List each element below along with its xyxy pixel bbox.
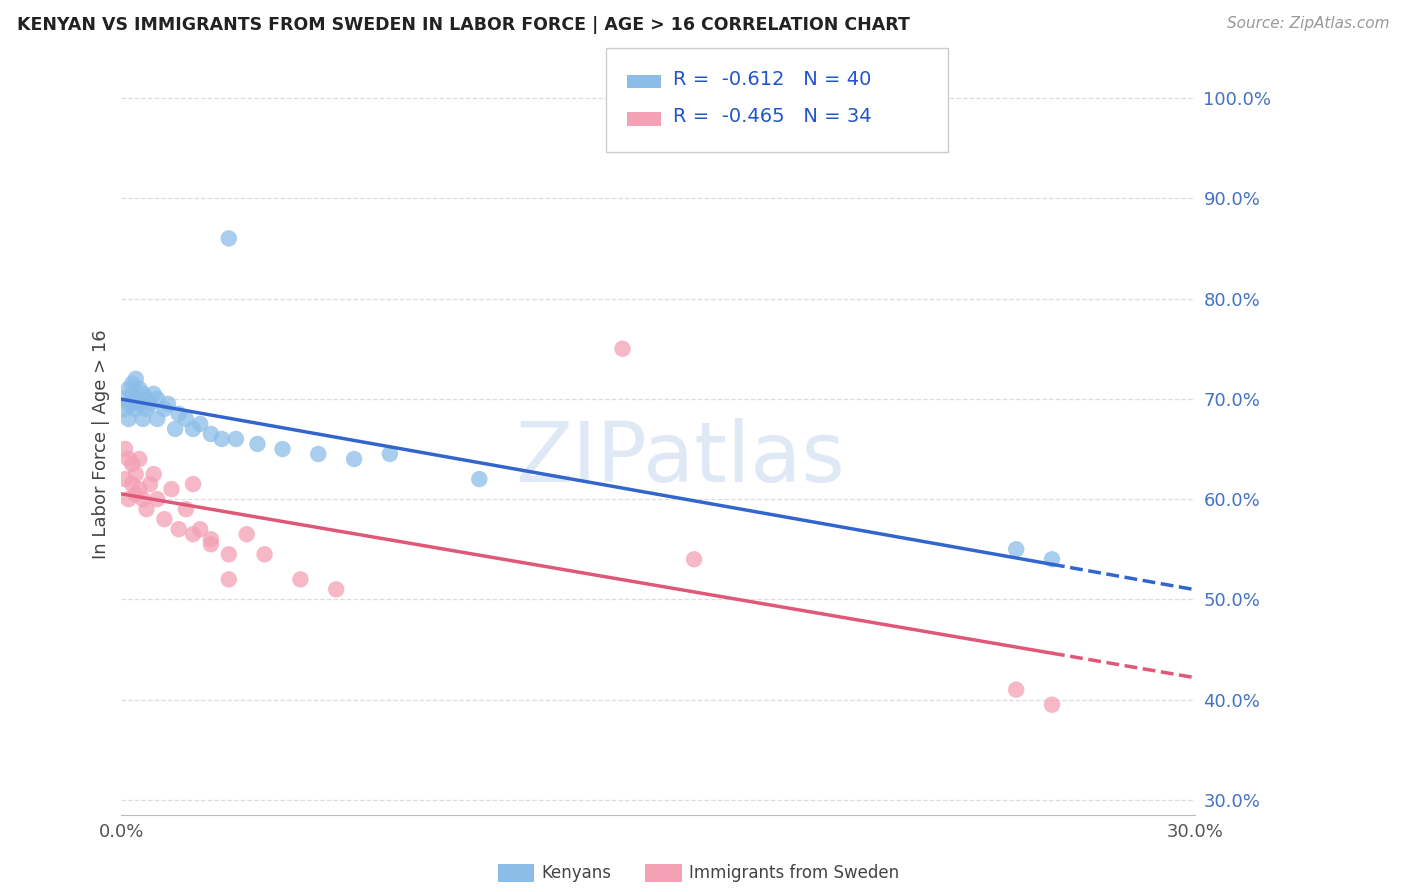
- Point: [132, 412, 155, 426]
- Point: [181, 477, 204, 491]
- Point: [211, 432, 233, 446]
- Point: [167, 407, 190, 421]
- Point: [218, 572, 240, 586]
- Point: [200, 426, 222, 441]
- Point: [218, 547, 240, 561]
- Point: [117, 382, 139, 396]
- Point: [128, 382, 150, 396]
- Point: [165, 422, 187, 436]
- Text: ZIPatlas: ZIPatlas: [515, 418, 845, 500]
- Point: [290, 572, 312, 586]
- Point: [125, 392, 148, 406]
- Point: [1040, 552, 1063, 566]
- Point: [117, 397, 139, 411]
- Point: [683, 552, 706, 566]
- Point: [128, 397, 150, 411]
- Point: [325, 582, 347, 597]
- Text: Kenyans: Kenyans: [541, 864, 612, 882]
- Point: [125, 467, 148, 481]
- Point: [139, 477, 162, 491]
- Point: [146, 392, 169, 406]
- Point: [468, 472, 491, 486]
- Point: [160, 482, 183, 496]
- Point: [114, 472, 136, 486]
- Point: [146, 492, 169, 507]
- Point: [246, 437, 269, 451]
- Point: [121, 376, 143, 391]
- Point: [114, 392, 136, 406]
- Point: [174, 412, 197, 426]
- Point: [128, 452, 150, 467]
- Point: [343, 452, 366, 467]
- Point: [135, 401, 157, 416]
- Point: [146, 412, 169, 426]
- Point: [200, 537, 222, 551]
- Point: [121, 457, 143, 471]
- Text: Immigrants from Sweden: Immigrants from Sweden: [689, 864, 898, 882]
- Point: [132, 492, 155, 507]
- Point: [218, 231, 240, 245]
- Point: [114, 442, 136, 456]
- Point: [139, 397, 162, 411]
- Point: [135, 392, 157, 406]
- Point: [117, 492, 139, 507]
- Point: [378, 447, 401, 461]
- Point: [125, 372, 148, 386]
- Point: [225, 432, 247, 446]
- Point: [132, 387, 155, 401]
- Point: [174, 502, 197, 516]
- Point: [128, 482, 150, 496]
- Point: [121, 477, 143, 491]
- Point: [181, 527, 204, 541]
- Point: [117, 452, 139, 467]
- Text: R =  -0.465   N = 34: R = -0.465 N = 34: [673, 107, 872, 127]
- Point: [125, 401, 148, 416]
- Point: [1040, 698, 1063, 712]
- Point: [121, 397, 143, 411]
- Text: KENYAN VS IMMIGRANTS FROM SWEDEN IN LABOR FORCE | AGE > 16 CORRELATION CHART: KENYAN VS IMMIGRANTS FROM SWEDEN IN LABO…: [17, 16, 910, 34]
- Point: [153, 512, 176, 526]
- Point: [188, 522, 211, 536]
- Text: R =  -0.612   N = 40: R = -0.612 N = 40: [673, 70, 872, 89]
- Point: [271, 442, 294, 456]
- Point: [135, 502, 157, 516]
- Text: Source: ZipAtlas.com: Source: ZipAtlas.com: [1226, 16, 1389, 31]
- Point: [188, 417, 211, 431]
- Point: [200, 533, 222, 547]
- Point: [156, 397, 179, 411]
- Point: [167, 522, 190, 536]
- Point: [114, 401, 136, 416]
- Point: [142, 467, 165, 481]
- Point: [117, 412, 139, 426]
- Point: [1005, 542, 1028, 557]
- Point: [121, 387, 143, 401]
- Y-axis label: In Labor Force | Age > 16: In Labor Force | Age > 16: [93, 329, 110, 558]
- Point: [235, 527, 257, 541]
- Point: [181, 422, 204, 436]
- Point: [153, 401, 176, 416]
- Point: [1005, 682, 1028, 697]
- Point: [307, 447, 329, 461]
- Point: [142, 387, 165, 401]
- Point: [612, 342, 634, 356]
- Point: [253, 547, 276, 561]
- Point: [125, 487, 148, 501]
